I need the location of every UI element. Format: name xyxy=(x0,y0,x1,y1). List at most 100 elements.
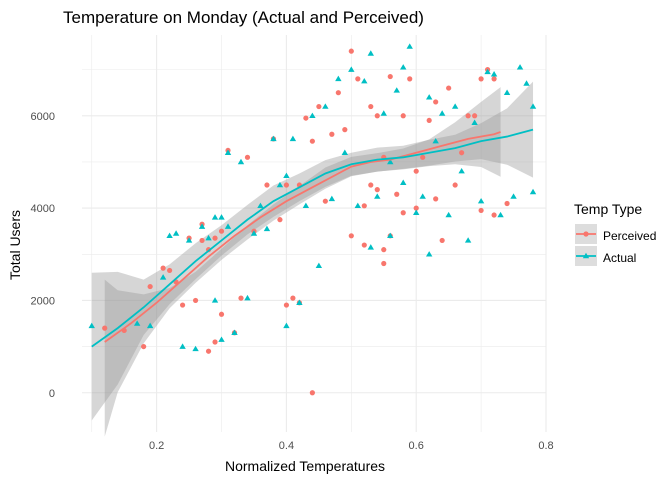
point-actual xyxy=(289,135,297,142)
point-actual xyxy=(270,135,277,142)
point-perceived xyxy=(179,302,186,308)
point-perceived xyxy=(394,191,400,197)
point-actual xyxy=(354,202,362,209)
point-perceived xyxy=(322,198,328,204)
point-perceived xyxy=(192,297,199,304)
smooth-lines xyxy=(91,128,534,348)
x-axis-title: Normalized Temperatures xyxy=(225,458,385,474)
point-actual xyxy=(451,103,459,109)
point-perceived xyxy=(141,343,147,350)
point-actual xyxy=(445,211,452,218)
point-perceived xyxy=(439,237,445,244)
point-perceived xyxy=(374,113,380,119)
point-actual xyxy=(250,230,258,236)
point-actual xyxy=(523,80,530,86)
point-actual xyxy=(211,214,219,220)
point-perceived xyxy=(167,267,173,274)
point-actual xyxy=(529,188,537,195)
point-actual xyxy=(471,119,478,125)
point-perceived xyxy=(491,212,497,218)
legend-key-marker-perceived xyxy=(583,231,589,237)
point-actual xyxy=(166,232,173,239)
point-perceived xyxy=(381,260,387,267)
point-actual xyxy=(387,158,394,165)
point-actual xyxy=(244,294,251,301)
point-actual xyxy=(302,202,310,209)
y-tick-label: 2000 xyxy=(31,295,55,307)
point-actual xyxy=(198,223,206,229)
point-perceived xyxy=(459,150,465,156)
point-actual xyxy=(458,167,465,174)
point-perceived xyxy=(160,265,166,271)
point-perceived xyxy=(283,182,290,188)
point-perceived xyxy=(504,200,510,207)
point-actual xyxy=(224,223,232,229)
point-perceived xyxy=(348,233,354,239)
point-perceived xyxy=(147,283,153,290)
point-actual xyxy=(419,193,426,199)
point-actual xyxy=(315,262,323,269)
confidence-bands xyxy=(91,81,534,437)
point-perceived xyxy=(361,203,367,209)
point-perceived xyxy=(218,228,225,234)
point-perceived xyxy=(277,217,283,223)
point-perceived xyxy=(335,90,341,96)
point-perceived xyxy=(452,182,458,188)
point-actual xyxy=(296,299,303,305)
point-perceived xyxy=(199,237,205,244)
point-actual xyxy=(374,193,381,199)
legend-keys xyxy=(575,224,597,266)
point-perceived xyxy=(212,339,218,345)
point-actual xyxy=(529,103,537,109)
point-perceived xyxy=(413,168,419,174)
smooth-line-actual xyxy=(91,128,534,348)
point-actual xyxy=(283,172,290,179)
point-actual xyxy=(387,232,394,239)
point-perceived xyxy=(264,182,270,188)
point-actual xyxy=(231,329,238,335)
point-perceived xyxy=(491,76,497,82)
point-perceived xyxy=(478,76,484,82)
point-actual xyxy=(309,112,316,119)
point-perceived xyxy=(420,154,426,160)
point-perceived xyxy=(400,210,406,216)
point-perceived xyxy=(426,117,432,124)
point-actual xyxy=(432,137,439,144)
point-actual xyxy=(263,225,271,232)
point-actual xyxy=(477,197,485,204)
point-actual xyxy=(438,110,446,116)
point-actual xyxy=(218,214,225,220)
point-actual xyxy=(88,322,95,329)
point-perceived xyxy=(368,182,374,188)
x-tick-label: 0.6 xyxy=(409,440,424,452)
point-actual xyxy=(484,68,491,75)
point-actual xyxy=(276,181,284,188)
point-actual xyxy=(516,64,524,70)
point-actual xyxy=(185,237,193,243)
point-perceived xyxy=(413,205,419,211)
point-actual xyxy=(510,193,517,199)
point-actual xyxy=(146,322,154,329)
point-actual xyxy=(400,179,407,185)
point-perceived xyxy=(244,154,251,160)
point-perceived xyxy=(478,207,484,214)
y-tick-label: 6000 xyxy=(31,111,55,123)
point-actual xyxy=(205,234,212,241)
point-perceived xyxy=(355,76,361,82)
legend-label-actual: Actual xyxy=(603,251,636,265)
point-actual xyxy=(283,322,290,329)
point-perceived xyxy=(472,113,478,119)
smooth-line-perceived xyxy=(104,131,501,343)
y-tick-label: 4000 xyxy=(31,203,55,215)
point-actual xyxy=(218,336,225,342)
legend-title: Temp Type xyxy=(574,201,642,217)
point-actual xyxy=(211,297,219,303)
confidence-band-perceived xyxy=(104,87,501,437)
point-actual xyxy=(361,77,368,84)
confidence-band-actual xyxy=(91,81,534,421)
point-actual xyxy=(497,211,504,218)
point-perceived xyxy=(368,103,374,110)
point-actual xyxy=(406,43,413,49)
point-actual xyxy=(224,149,232,155)
chart-title: Temperature on Monday (Actual and Percei… xyxy=(63,8,424,27)
